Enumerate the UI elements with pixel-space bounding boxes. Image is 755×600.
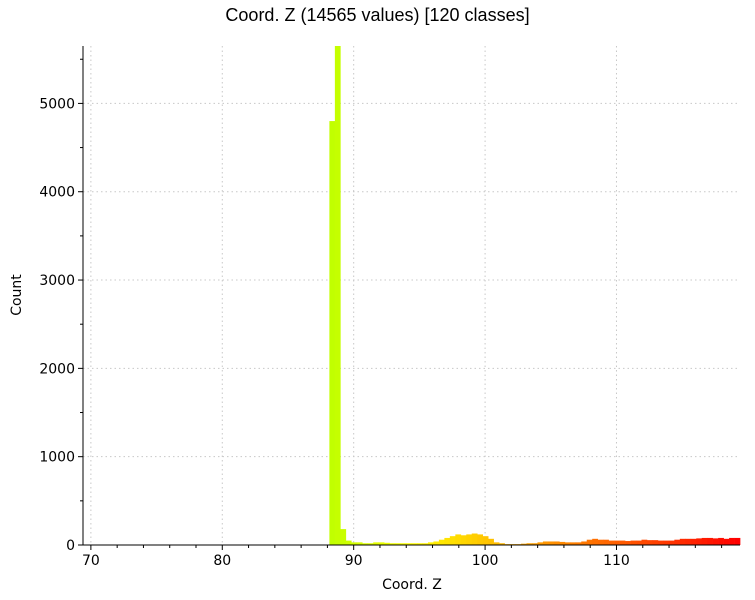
- histogram-bar: [718, 537, 724, 545]
- histogram-bar: [570, 542, 577, 545]
- histogram-bar: [630, 540, 637, 545]
- histogram-bar: [592, 538, 598, 545]
- histogram-bar: [531, 543, 538, 545]
- histogram-bar: [356, 542, 363, 545]
- histogram-bar: [378, 542, 385, 545]
- histogram-bar: [701, 537, 708, 545]
- y-tick-label: 1000: [39, 450, 75, 466]
- histogram-bar: [329, 121, 336, 545]
- histogram-bar: [395, 543, 401, 545]
- histogram-bar: [499, 543, 505, 545]
- x-tick-label: 100: [472, 553, 499, 569]
- histogram-bar: [400, 543, 407, 545]
- histogram-bar: [586, 539, 593, 545]
- histogram-bar: [690, 538, 697, 545]
- histogram-bar: [362, 543, 369, 545]
- histogram-bar: [526, 543, 533, 545]
- histogram-bar: [477, 534, 484, 545]
- histogram-bar: [449, 536, 456, 545]
- histogram-bar: [646, 540, 653, 545]
- y-tick-label: 3000: [39, 273, 75, 289]
- histogram-bar: [619, 540, 626, 545]
- histogram-bar: [581, 541, 588, 545]
- x-tick-label: 70: [82, 553, 100, 569]
- histogram-bar: [460, 535, 467, 545]
- histogram-bar: [542, 541, 549, 545]
- histogram-bar: [559, 541, 566, 545]
- histogram-bar: [707, 537, 713, 545]
- histogram-bar: [466, 534, 473, 545]
- histogram-bar: [482, 536, 489, 545]
- histogram-bar: [455, 534, 462, 545]
- y-tick-label: 0: [66, 538, 75, 554]
- histogram-bar: [608, 540, 615, 545]
- histogram-bar: [367, 543, 374, 545]
- histogram-bar: [334, 46, 341, 545]
- histogram-bar: [674, 539, 681, 545]
- histogram-bar: [553, 541, 560, 545]
- histogram-bar: [657, 540, 664, 545]
- histogram-bar: [663, 540, 670, 545]
- y-tick-label: 5000: [39, 96, 75, 112]
- histogram-bar: [351, 542, 358, 545]
- y-axis-label: Count: [9, 274, 25, 316]
- histogram-bar: [614, 540, 620, 545]
- histogram-bar: [641, 539, 648, 545]
- histogram-bar: [422, 543, 429, 545]
- histogram-bar: [444, 537, 451, 545]
- histogram-bar: [652, 540, 659, 545]
- histogram-bar: [636, 540, 642, 545]
- histogram-bar: [493, 542, 500, 545]
- histogram-bar: [438, 539, 445, 545]
- histogram-bar: [679, 538, 686, 545]
- histogram-bar: [537, 542, 544, 545]
- histogram-bar: [668, 540, 675, 545]
- y-tick-label: 2000: [39, 361, 75, 377]
- histogram-bar: [521, 543, 527, 545]
- x-tick-label: 80: [213, 553, 231, 569]
- histogram-bar: [548, 541, 555, 545]
- histogram-bar: [427, 542, 434, 545]
- histogram-bar: [564, 542, 571, 545]
- histogram-bar: [406, 543, 412, 545]
- histogram-bar: [433, 541, 440, 545]
- histogram-bar: [411, 543, 418, 545]
- axes: 0 1000 2000 3000 4000 5000 70 80 90 100 110: [39, 46, 740, 569]
- histogram-bar: [384, 542, 390, 545]
- histogram-bars: [165, 46, 741, 545]
- histogram-bar: [471, 533, 478, 545]
- histogram-bar: [696, 538, 703, 545]
- histogram-bar: [712, 538, 719, 545]
- chart-title: Coord. Z (14565 values) [120 classes]: [225, 5, 530, 25]
- histogram-bar: [373, 542, 379, 545]
- histogram-bar: [603, 539, 609, 545]
- histogram-bar: [734, 537, 741, 545]
- histogram-bar: [488, 538, 494, 545]
- histogram-bar: [345, 540, 352, 545]
- y-tick-label: 4000: [39, 185, 75, 201]
- x-tick-label: 90: [345, 553, 363, 569]
- histogram-bar: [685, 538, 692, 545]
- histogram-bar: [729, 537, 735, 545]
- x-tick-label: 110: [603, 553, 630, 569]
- histogram-bar: [389, 543, 396, 545]
- histogram-bar: [340, 529, 347, 545]
- histogram-bar: [417, 543, 423, 545]
- x-axis-label: Coord. Z: [382, 577, 442, 593]
- histogram-bar: [575, 542, 582, 545]
- histogram-bar: [597, 539, 604, 545]
- histogram-bar: [723, 538, 730, 545]
- histogram-bar: [625, 541, 631, 545]
- grid-lines: [83, 46, 740, 546]
